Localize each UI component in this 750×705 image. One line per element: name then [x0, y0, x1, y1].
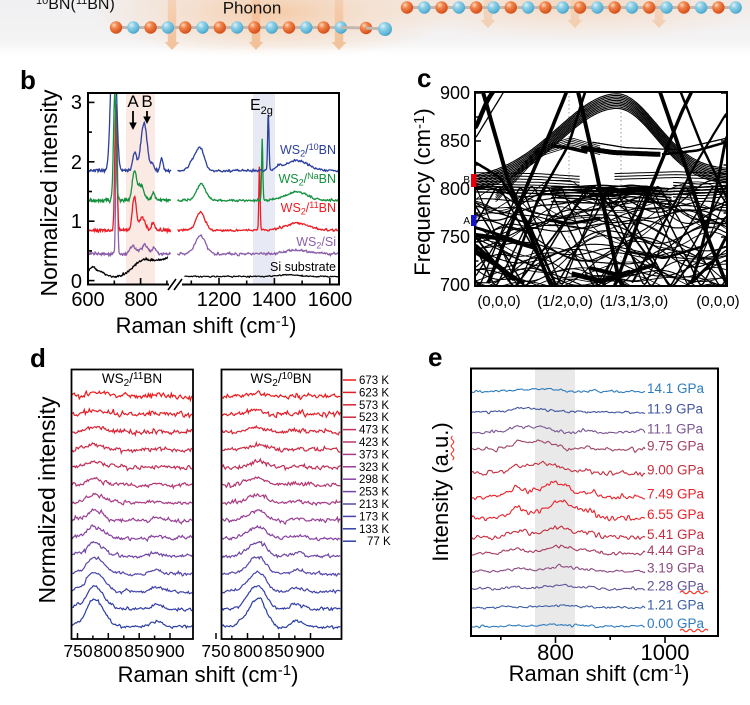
svg-text:Normalized intensity: Normalized intensity — [34, 396, 60, 604]
svg-text:900: 900 — [155, 641, 184, 661]
svg-text:5.41 GPa: 5.41 GPa — [647, 527, 705, 542]
svg-text:(1/2,0,0): (1/2,0,0) — [537, 293, 593, 310]
svg-text:600: 600 — [71, 289, 104, 311]
svg-text:900: 900 — [440, 83, 470, 103]
svg-text:323 K: 323 K — [359, 462, 389, 474]
svg-text:1600: 1600 — [308, 289, 353, 311]
svg-text:2.28 GPa: 2.28 GPa — [647, 578, 705, 593]
svg-text:1.21 GPa: 1.21 GPa — [647, 597, 705, 612]
svg-text:11.1 GPa: 11.1 GPa — [647, 422, 704, 437]
svg-text:173 K: 173 K — [359, 511, 389, 523]
svg-text:Raman shift (cm-1): Raman shift (cm-1) — [118, 662, 299, 687]
svg-text:11.9 GPa: 11.9 GPa — [647, 402, 704, 417]
svg-text:Si substrate: Si substrate — [270, 260, 336, 274]
svg-text:Phonon: Phonon — [223, 0, 282, 18]
svg-text:14.1 GPa: 14.1 GPa — [647, 381, 705, 396]
svg-text:800: 800 — [93, 641, 122, 661]
svg-text:750: 750 — [440, 227, 470, 247]
svg-text:133 K: 133 K — [359, 524, 389, 536]
svg-text:850: 850 — [264, 641, 293, 661]
svg-text:2: 2 — [71, 152, 82, 174]
svg-text:1200: 1200 — [197, 289, 242, 311]
svg-text:Frequency (cm-1): Frequency (cm-1) — [410, 108, 435, 275]
svg-text:373 K: 373 K — [359, 449, 389, 461]
svg-text:4.44 GPa: 4.44 GPa — [647, 543, 705, 558]
svg-text:0: 0 — [71, 271, 82, 293]
svg-text:B: B — [141, 92, 152, 111]
svg-text:3.19 GPa: 3.19 GPa — [647, 561, 705, 576]
svg-text:0.00 GPa: 0.00 GPa — [647, 616, 705, 631]
svg-text:A: A — [127, 92, 139, 111]
svg-text:573 K: 573 K — [359, 400, 389, 412]
svg-text:Raman shift (cm-1): Raman shift (cm-1) — [116, 313, 297, 338]
svg-text:800: 800 — [124, 289, 157, 311]
svg-text:d: d — [30, 343, 46, 373]
svg-text:800: 800 — [233, 641, 262, 661]
svg-text:(0,0,0): (0,0,0) — [696, 293, 739, 310]
svg-text:800: 800 — [440, 179, 470, 199]
svg-text:253 K: 253 K — [359, 487, 389, 499]
svg-text:623 K: 623 K — [359, 387, 389, 399]
svg-text:523 K: 523 K — [359, 412, 389, 424]
svg-text:Normalized intensity: Normalized intensity — [36, 89, 62, 297]
svg-text:B: B — [463, 175, 470, 186]
svg-text:WS2/NaBN: WS2/NaBN — [278, 171, 336, 188]
svg-text:WS2/11BN: WS2/11BN — [102, 371, 162, 389]
svg-text:1000: 1000 — [641, 640, 690, 665]
svg-text:3: 3 — [71, 92, 82, 114]
svg-text:Raman shift (cm-1): Raman shift (cm-1) — [509, 661, 690, 686]
svg-text:7.49 GPa: 7.49 GPa — [647, 487, 705, 502]
svg-text:WS2/10BN: WS2/10BN — [251, 371, 312, 389]
svg-text:298 K: 298 K — [359, 474, 389, 486]
svg-text:9.75 GPa: 9.75 GPa — [647, 439, 705, 454]
svg-text:(0,0,0): (0,0,0) — [477, 293, 520, 310]
svg-text:e: e — [428, 342, 442, 372]
svg-text:c: c — [417, 63, 431, 93]
svg-text:750: 750 — [201, 641, 230, 661]
svg-text:1400: 1400 — [252, 289, 297, 311]
svg-text:1: 1 — [71, 211, 82, 233]
svg-text:750: 750 — [63, 641, 92, 661]
svg-text:10BN(11BN): 10BN(11BN) — [36, 0, 115, 13]
svg-text:850: 850 — [124, 641, 153, 661]
svg-text:b: b — [20, 65, 36, 95]
svg-text:WS2/Si: WS2/Si — [296, 235, 336, 251]
svg-text:6.55 GPa: 6.55 GPa — [647, 507, 705, 522]
svg-text:9.00 GPa: 9.00 GPa — [647, 463, 705, 478]
svg-text:A: A — [463, 216, 470, 227]
svg-text:WS2/10BN: WS2/10BN — [280, 142, 336, 159]
svg-text:423 K: 423 K — [359, 437, 389, 449]
svg-text:WS2/11BN: WS2/11BN — [281, 200, 336, 217]
svg-text:850: 850 — [440, 131, 470, 151]
svg-text:700: 700 — [440, 275, 470, 295]
svg-text:77 K: 77 K — [367, 536, 391, 548]
svg-text:800: 800 — [537, 640, 574, 665]
svg-text:(1/3,1/3,0): (1/3,1/3,0) — [600, 293, 668, 310]
svg-text:473 K: 473 K — [359, 425, 389, 437]
svg-text:213 K: 213 K — [359, 499, 389, 511]
svg-text:673 K: 673 K — [359, 375, 389, 387]
svg-text:900: 900 — [295, 641, 324, 661]
svg-text:Intensity (a.u.): Intensity (a.u.) — [428, 422, 453, 561]
